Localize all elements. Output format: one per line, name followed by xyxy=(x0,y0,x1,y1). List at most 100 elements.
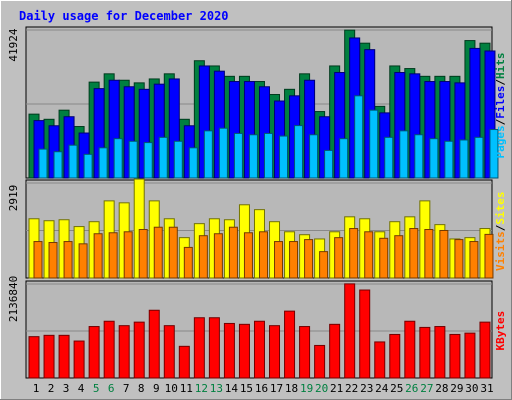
bar xyxy=(193,317,205,379)
bar xyxy=(284,310,296,379)
x-tick-label: 24 xyxy=(375,382,389,395)
legend-entry: Files xyxy=(494,86,507,119)
bar xyxy=(43,334,55,379)
bar xyxy=(108,232,118,279)
bar xyxy=(434,326,446,379)
x-tick-label: 29 xyxy=(450,382,463,395)
bar xyxy=(88,326,100,379)
x-axis-labels: 1 2 3 4 5 6 7 8 9 10 11 12 13 14 15 16 17 18 19 20 21 22 23 24 2… xyxy=(33,382,494,395)
bar xyxy=(253,320,265,379)
bar xyxy=(424,229,434,279)
x-tick-label: 15 xyxy=(240,382,253,395)
bar xyxy=(183,246,193,279)
bar xyxy=(419,326,431,379)
y-axis-labels: 41924 2919 2136840 xyxy=(7,28,20,322)
bar xyxy=(148,309,160,379)
bar xyxy=(158,136,168,179)
bar xyxy=(93,233,103,279)
bar xyxy=(228,226,238,279)
bar xyxy=(248,134,258,179)
bar xyxy=(439,229,449,279)
bar xyxy=(269,325,281,379)
bar xyxy=(243,232,253,279)
bar xyxy=(263,132,273,179)
bar xyxy=(329,323,341,379)
bar xyxy=(98,147,108,179)
bar xyxy=(153,226,163,279)
x-tick-label: 22 xyxy=(345,382,358,395)
x-tick-label: 11 xyxy=(180,382,193,395)
legend-entry: KBytes xyxy=(494,311,507,351)
bar xyxy=(399,130,409,179)
y-max-label: 2919 xyxy=(7,185,20,212)
x-tick-label: 12 xyxy=(195,382,208,395)
bar xyxy=(83,153,93,179)
bar xyxy=(364,231,374,279)
series-pages xyxy=(38,95,499,179)
x-tick-label: 19 xyxy=(300,382,313,395)
bar xyxy=(188,147,198,179)
bar xyxy=(394,235,404,279)
x-tick-label: 8 xyxy=(138,382,145,395)
bar xyxy=(48,242,58,279)
panel-1 xyxy=(25,26,499,179)
legend-entry: Hits xyxy=(494,53,507,80)
x-tick-label: 27 xyxy=(420,382,433,395)
bar xyxy=(354,95,364,179)
bar xyxy=(173,140,183,179)
bar xyxy=(404,320,416,379)
legend-entry: / xyxy=(494,224,507,231)
bar xyxy=(464,332,476,379)
chart-panels xyxy=(25,26,499,379)
bar xyxy=(389,333,401,379)
bar xyxy=(369,109,379,179)
bar xyxy=(78,243,88,279)
bar xyxy=(203,130,213,179)
bar xyxy=(384,136,394,179)
bar xyxy=(449,333,461,379)
bar xyxy=(103,320,115,379)
x-tick-label: 5 xyxy=(93,382,100,395)
bar xyxy=(479,321,491,379)
bar xyxy=(208,317,220,379)
bar xyxy=(319,251,329,279)
x-tick-label: 10 xyxy=(165,382,178,395)
bar xyxy=(178,345,190,379)
bar xyxy=(484,233,494,279)
y-max-label: 2136840 xyxy=(7,276,20,322)
bar xyxy=(324,149,334,179)
bar xyxy=(58,334,70,379)
bar xyxy=(118,325,130,379)
x-tick-label: 1 xyxy=(33,382,40,395)
bar xyxy=(349,228,359,279)
x-tick-label: 25 xyxy=(390,382,403,395)
bar xyxy=(344,283,356,379)
legend-entry: Visits xyxy=(494,231,507,271)
x-tick-label: 28 xyxy=(435,382,448,395)
x-tick-label: 2 xyxy=(48,382,55,395)
series-kbytes xyxy=(28,283,491,379)
bar xyxy=(334,237,344,279)
bar xyxy=(73,340,85,379)
bar xyxy=(294,125,304,179)
bar xyxy=(28,336,40,379)
bar xyxy=(233,132,243,179)
panel-2 xyxy=(25,178,494,279)
series-sites xyxy=(33,226,494,279)
bar xyxy=(258,231,268,279)
bar xyxy=(163,325,175,379)
x-tick-label: 23 xyxy=(360,382,373,395)
bar xyxy=(138,229,148,279)
bar xyxy=(68,144,78,179)
x-tick-label: 6 xyxy=(108,382,115,395)
x-tick-label: 16 xyxy=(255,382,268,395)
bar xyxy=(409,228,419,279)
x-tick-label: 17 xyxy=(270,382,283,395)
x-tick-label: 7 xyxy=(123,382,130,395)
bar xyxy=(53,151,63,179)
bar xyxy=(238,323,250,379)
legend-entry: / xyxy=(494,79,507,86)
bar xyxy=(133,321,145,379)
